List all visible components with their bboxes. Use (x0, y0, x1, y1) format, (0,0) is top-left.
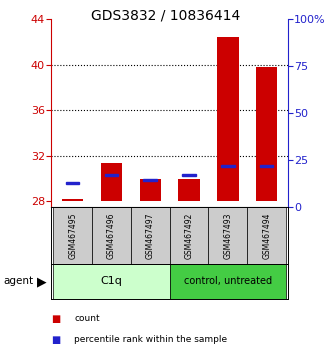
Text: GSM467493: GSM467493 (223, 212, 232, 259)
Text: ■: ■ (51, 314, 61, 324)
Bar (105, 174, 118, 176)
Bar (131, 207, 169, 264)
Bar (143, 179, 157, 181)
Text: GSM467496: GSM467496 (107, 212, 116, 259)
Text: ▶: ▶ (36, 275, 46, 288)
Bar (260, 165, 273, 167)
Bar (209, 207, 247, 264)
Text: C1q: C1q (101, 276, 122, 286)
Bar (53, 264, 169, 299)
Bar (140, 179, 161, 201)
Bar (53, 207, 92, 264)
Text: GSM467495: GSM467495 (68, 212, 77, 259)
Bar (217, 36, 239, 201)
Text: ■: ■ (51, 335, 61, 345)
Bar (62, 199, 83, 201)
Bar (182, 174, 196, 176)
Bar (169, 264, 286, 299)
Text: GDS3832 / 10836414: GDS3832 / 10836414 (91, 9, 240, 23)
Bar (101, 163, 122, 201)
Text: agent: agent (3, 276, 33, 286)
Bar (178, 179, 200, 201)
Bar (221, 165, 235, 167)
Bar (92, 207, 131, 264)
Bar (66, 182, 79, 184)
Text: GSM467494: GSM467494 (262, 212, 271, 259)
Text: GSM467492: GSM467492 (185, 212, 194, 259)
Text: count: count (74, 314, 100, 323)
Bar (169, 207, 209, 264)
Bar (256, 67, 277, 201)
Text: GSM467497: GSM467497 (146, 212, 155, 259)
Text: control, untreated: control, untreated (184, 276, 272, 286)
Text: percentile rank within the sample: percentile rank within the sample (74, 335, 228, 344)
Bar (247, 207, 286, 264)
